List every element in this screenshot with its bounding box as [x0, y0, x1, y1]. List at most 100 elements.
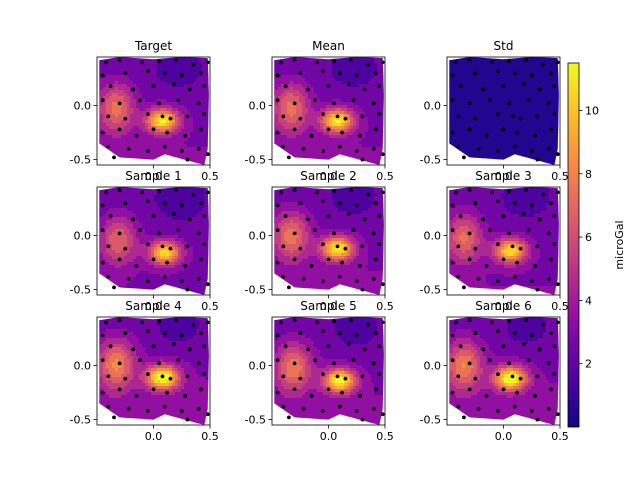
station-point — [450, 333, 455, 338]
station-point — [507, 59, 511, 64]
station-point — [501, 127, 506, 132]
station-point — [321, 242, 325, 247]
station-point — [326, 214, 331, 219]
colorbar-tick-label: 6 — [585, 231, 592, 244]
subplot-title: Mean — [312, 39, 345, 53]
subplot-title: Sample 3 — [475, 169, 531, 183]
x-tick-label: 0.0 — [145, 300, 163, 313]
station-point — [292, 231, 297, 236]
x-tick-label: 0.0 — [495, 430, 513, 443]
station-point — [360, 244, 365, 249]
station-point — [358, 133, 362, 138]
station-point — [117, 318, 122, 323]
station-point — [292, 318, 297, 323]
x-tick-label: 0.5 — [201, 170, 219, 183]
station-point — [196, 101, 201, 106]
station-point — [199, 387, 203, 392]
station-point — [380, 412, 385, 417]
station-point — [145, 372, 150, 377]
station-point — [309, 393, 314, 398]
station-point — [185, 287, 190, 292]
station-point — [199, 331, 203, 336]
station-point — [535, 374, 540, 379]
y-tick-label: -0.5 — [245, 154, 266, 167]
station-point — [275, 203, 280, 208]
station-point — [174, 318, 179, 323]
station-point — [458, 344, 463, 349]
station-point — [450, 358, 455, 363]
station-point — [518, 246, 523, 251]
station-point — [501, 84, 506, 89]
station-points — [275, 318, 385, 422]
station-point — [162, 71, 167, 76]
station-point — [301, 406, 306, 411]
station-point — [145, 199, 150, 203]
station-point — [275, 333, 280, 338]
station-point — [100, 228, 105, 233]
station-point — [199, 201, 203, 206]
station-point — [335, 114, 340, 119]
subplot-title: Sample 6 — [475, 299, 531, 313]
station-point — [555, 282, 560, 287]
station-point — [360, 374, 365, 379]
x-tick-label: 0.0 — [495, 300, 513, 313]
station-point — [462, 415, 466, 420]
station-point — [196, 146, 201, 151]
station-point — [349, 188, 353, 193]
station-point — [326, 344, 331, 349]
station-point — [484, 133, 489, 138]
station-point — [490, 320, 495, 325]
station-point — [106, 404, 111, 409]
station-point — [496, 149, 500, 153]
station-point — [380, 60, 385, 65]
station-point — [187, 217, 192, 222]
station-point — [140, 60, 145, 65]
station-point — [349, 58, 353, 63]
station-point — [337, 331, 342, 336]
station-point — [123, 331, 128, 336]
station-point — [202, 112, 207, 117]
y-tick-label: 0.0 — [249, 360, 267, 373]
station-point — [117, 257, 122, 262]
station-point — [535, 287, 540, 292]
station-point — [313, 98, 317, 103]
station-point — [467, 127, 472, 132]
colorbar: 2 4 6 8 10 microGal — [567, 62, 626, 428]
station-point — [380, 190, 385, 195]
station-point — [301, 276, 306, 281]
station-point — [354, 333, 359, 338]
station-point — [281, 144, 286, 149]
station-point — [145, 242, 150, 247]
station-point — [537, 347, 542, 352]
station-point — [196, 231, 201, 236]
station-point — [374, 127, 378, 132]
station-point — [473, 116, 478, 121]
colorbar-label: microGal — [613, 220, 626, 269]
station-point — [321, 279, 325, 283]
station-point — [100, 73, 105, 78]
station-point — [309, 133, 314, 138]
station-point — [481, 347, 486, 352]
station-point — [165, 390, 170, 395]
station-point — [191, 192, 196, 197]
station-point — [202, 84, 207, 89]
station-point — [199, 257, 203, 262]
station-point — [176, 358, 181, 363]
station-point — [454, 320, 458, 325]
x-tick-label: 0.0 — [320, 300, 338, 313]
station-point — [346, 82, 351, 86]
station-point — [117, 387, 122, 392]
station-point — [332, 319, 336, 324]
station-point — [351, 98, 356, 103]
station-point — [546, 231, 551, 236]
station-point — [484, 263, 489, 268]
station-point — [510, 374, 515, 379]
station-point — [157, 361, 162, 366]
station-point — [515, 390, 519, 395]
station-point — [134, 133, 139, 138]
station-point — [321, 69, 325, 73]
station-point — [205, 320, 210, 325]
station-point — [187, 87, 192, 92]
station-point — [458, 84, 463, 89]
station-points — [450, 188, 560, 292]
